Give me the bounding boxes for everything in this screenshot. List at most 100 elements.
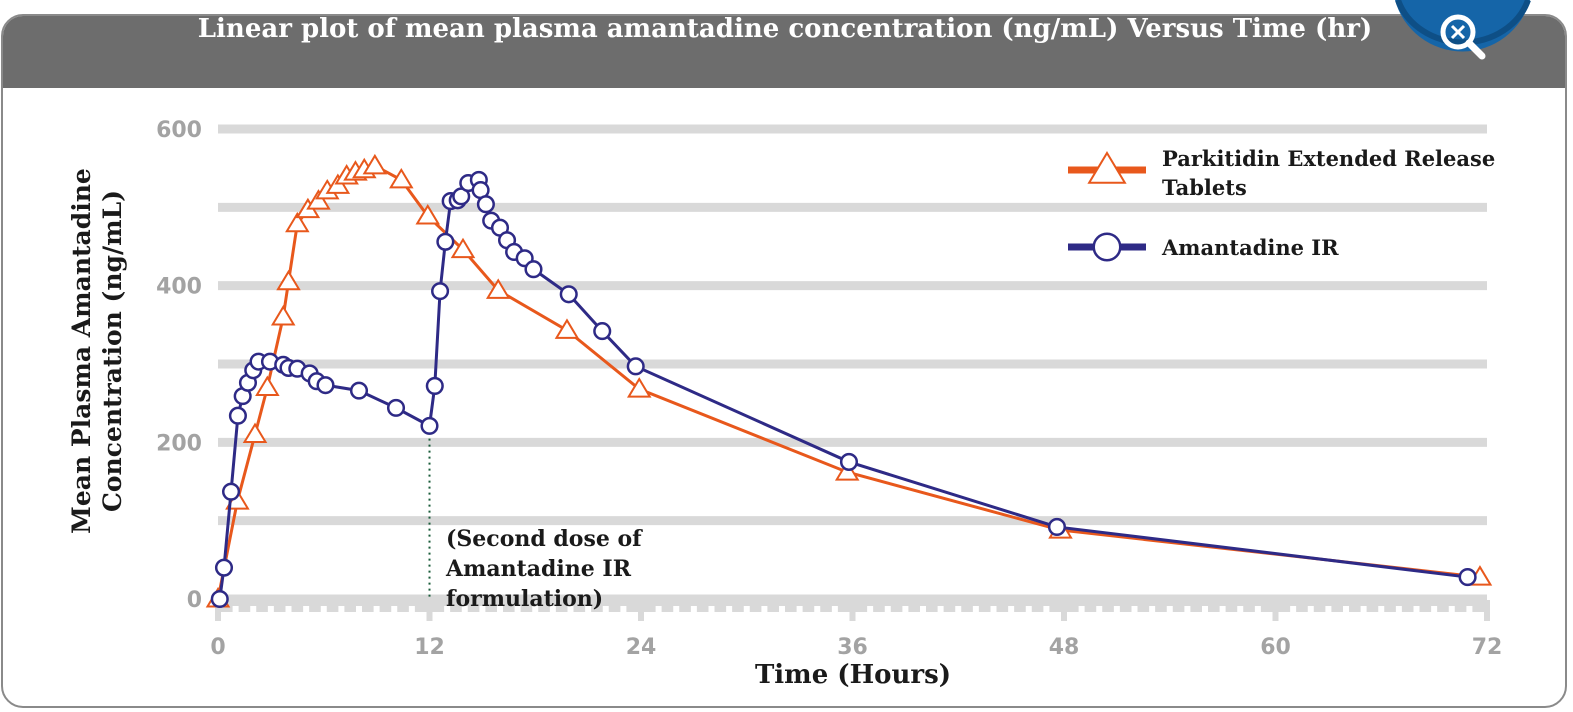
data-point bbox=[221, 482, 241, 501]
data-point bbox=[415, 204, 441, 225]
axis-notch bbox=[920, 606, 926, 612]
axis-notch bbox=[902, 606, 909, 612]
axis-notch bbox=[461, 606, 468, 612]
axis-notch bbox=[673, 606, 680, 612]
data-point bbox=[386, 398, 406, 417]
zoom-rim bbox=[1395, 0, 1531, 46]
axis-notch bbox=[955, 606, 962, 612]
axis-notch bbox=[250, 606, 257, 612]
axis-notch bbox=[285, 606, 292, 612]
axis-notch bbox=[338, 606, 345, 612]
x-tick-label: 0 bbox=[210, 635, 225, 660]
axis-notch bbox=[779, 606, 785, 612]
data-point bbox=[485, 278, 511, 299]
axis-notch bbox=[444, 606, 451, 612]
axis-notch bbox=[479, 606, 486, 612]
axis-notch bbox=[549, 606, 556, 612]
y-tick-label: 400 bbox=[156, 275, 202, 300]
axis-notch bbox=[320, 606, 327, 612]
axis-notch bbox=[497, 606, 503, 612]
axis-notch bbox=[391, 606, 398, 612]
data-point bbox=[450, 237, 476, 259]
card bbox=[1, 14, 1567, 708]
axis-notch bbox=[1431, 606, 1438, 612]
x-tick-label: 12 bbox=[414, 635, 445, 660]
x-tick-label: 60 bbox=[1260, 635, 1291, 660]
axis-notch bbox=[356, 606, 362, 612]
data-point bbox=[349, 381, 369, 400]
data-point bbox=[276, 269, 301, 291]
axis-notch bbox=[267, 606, 274, 612]
axis-notch bbox=[1219, 606, 1226, 612]
axis-notch bbox=[1413, 606, 1420, 612]
axis-notch bbox=[373, 606, 380, 612]
legend-marker bbox=[1087, 151, 1127, 184]
axis-notch bbox=[1466, 606, 1473, 612]
axis-notch bbox=[303, 606, 310, 612]
data-point bbox=[285, 211, 310, 233]
data-point bbox=[214, 558, 234, 577]
data-point bbox=[476, 195, 495, 214]
data-point bbox=[559, 285, 578, 304]
x-axis-label: Time (Hours) bbox=[754, 660, 952, 690]
data-point bbox=[362, 153, 388, 175]
series-line bbox=[216, 164, 1481, 600]
axis-notch bbox=[1166, 606, 1173, 612]
axis-notch bbox=[884, 606, 891, 612]
x-tick-label: 48 bbox=[1049, 635, 1080, 660]
axis-notch bbox=[532, 606, 539, 612]
data-point bbox=[431, 282, 450, 301]
axis-notch bbox=[690, 606, 697, 612]
data-point bbox=[242, 422, 268, 443]
x-tick-label: 72 bbox=[1472, 635, 1503, 660]
axis-notch bbox=[1290, 606, 1297, 612]
data-point bbox=[626, 377, 652, 398]
data-point bbox=[1047, 517, 1066, 536]
axis-notch bbox=[796, 606, 803, 612]
axis-notch bbox=[655, 606, 662, 612]
axis-notch bbox=[1025, 606, 1032, 612]
header-bar bbox=[3, 16, 1565, 88]
data-point bbox=[593, 322, 612, 341]
axis-notch bbox=[620, 606, 627, 612]
axis-notch bbox=[408, 606, 415, 612]
axis-notch bbox=[1131, 606, 1138, 612]
annotation: (Second dose of Amantadine IR formulatio… bbox=[446, 526, 642, 612]
axis-notch bbox=[814, 606, 821, 612]
y-tick-label: 200 bbox=[156, 431, 202, 456]
data-point bbox=[524, 260, 543, 279]
data-point bbox=[255, 375, 280, 396]
data-point bbox=[316, 376, 335, 395]
axis-notch bbox=[514, 606, 521, 612]
axis-notch bbox=[1343, 606, 1349, 612]
axis-notch bbox=[831, 606, 838, 612]
axis-notch bbox=[990, 606, 997, 612]
axis-notch bbox=[1325, 606, 1332, 612]
axis-notch bbox=[761, 606, 768, 612]
axis-notch bbox=[1149, 606, 1156, 612]
data-point bbox=[1458, 568, 1477, 587]
axis-notch bbox=[972, 606, 979, 612]
axis-notch bbox=[232, 606, 239, 612]
data-point bbox=[420, 416, 439, 435]
data-point bbox=[306, 189, 331, 210]
data-point bbox=[210, 589, 229, 609]
axis-notch bbox=[1184, 606, 1191, 612]
axis-notch bbox=[602, 606, 609, 612]
axis-notch bbox=[726, 606, 733, 612]
data-point bbox=[626, 357, 645, 376]
axis-notch bbox=[585, 606, 592, 612]
data-point bbox=[839, 452, 859, 471]
axis-notch bbox=[1113, 606, 1120, 612]
data-point bbox=[554, 318, 580, 339]
axis-notch bbox=[1078, 606, 1085, 612]
legend-label: Amantadine IR bbox=[1162, 235, 1339, 260]
data-point bbox=[834, 460, 860, 481]
legend-marker bbox=[1092, 232, 1122, 262]
zoom-icon bbox=[1450, 24, 1466, 40]
axis-notch bbox=[1360, 606, 1367, 612]
data-point bbox=[425, 376, 444, 395]
axis-notch bbox=[1395, 606, 1402, 612]
axis-notch bbox=[567, 606, 574, 612]
axis-notch bbox=[708, 606, 715, 612]
